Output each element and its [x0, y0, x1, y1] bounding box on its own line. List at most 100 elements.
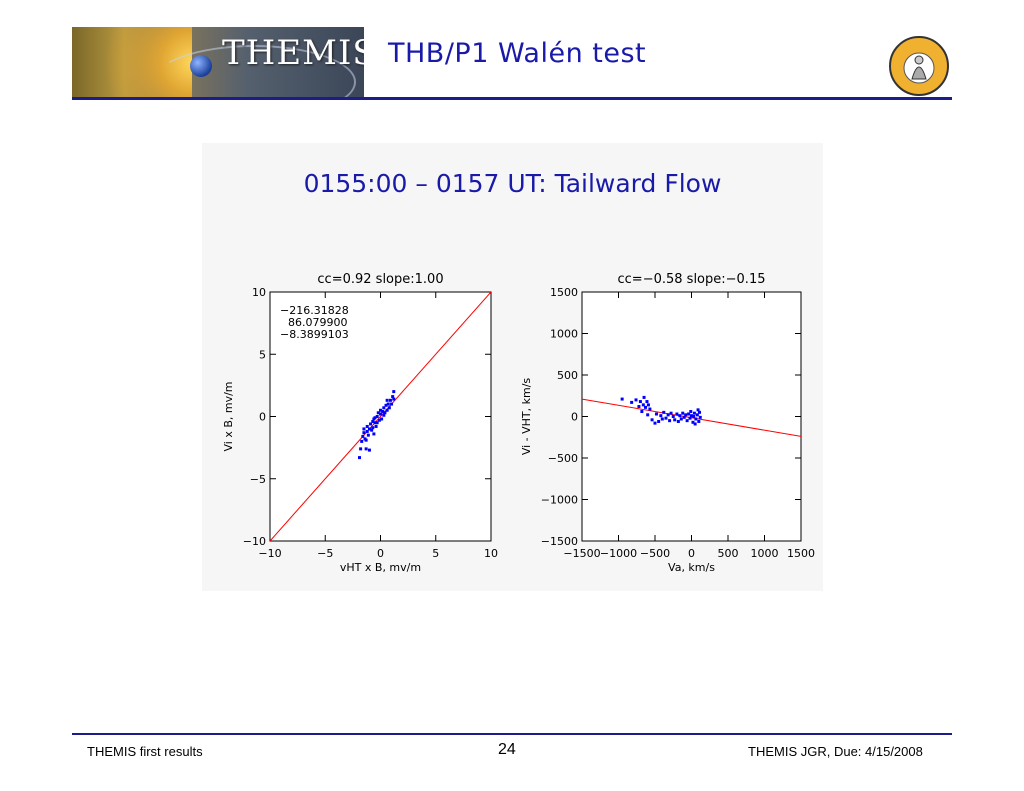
- chart1-fit-line: [270, 292, 491, 541]
- chart2-data-point: [681, 411, 685, 415]
- chart2-data-point: [689, 410, 693, 414]
- chart2-x-axis-label: Va, km/s: [668, 561, 715, 574]
- chart1-data-point: [385, 408, 389, 412]
- chart1-y-axis-label: Vi x B, mv/m: [222, 381, 235, 451]
- chart1-data-point: [387, 406, 391, 410]
- chart1-annotation-line: −216.31828: [280, 304, 349, 317]
- chart1-x-tick-label: −5: [317, 547, 333, 560]
- earth-graphic: [190, 55, 212, 77]
- chart2-data-point: [687, 412, 691, 416]
- chart2-x-tick-label: 0: [688, 547, 695, 560]
- chart2-data-point: [679, 417, 683, 421]
- chart2-x-tick-label: 1000: [751, 547, 779, 560]
- header-rule: [72, 97, 952, 100]
- chart1-x-tick-label: −10: [258, 547, 281, 560]
- chart2-data-point: [620, 397, 624, 401]
- chart2-data-point: [697, 419, 701, 423]
- chart1-data-point: [367, 448, 371, 452]
- chart1-y-tick-label: −5: [250, 473, 266, 486]
- chart2-x-tick-label: −1000: [600, 547, 637, 560]
- chart1-y-tick-label: 0: [259, 411, 266, 424]
- chart2-data-point: [678, 414, 682, 418]
- chart1-data-point: [380, 417, 384, 421]
- chart2-y-tick-label: 1000: [550, 328, 578, 341]
- chart1-data-point: [383, 411, 387, 415]
- chart1-x-tick-label: 0: [377, 547, 384, 560]
- plot-panel: 0155:00 – 0157 UT: Tailward Flow −10 −5 0 5…: [202, 143, 823, 591]
- chart1-data-point: [379, 408, 382, 412]
- chart1-data-point: [391, 395, 395, 399]
- chart2-data-point: [662, 410, 666, 414]
- chart1-data-point: [392, 390, 396, 394]
- chart1-data-point: [379, 412, 382, 416]
- chart2-y-tick-label: 0: [571, 411, 578, 424]
- chart1-data-point: [365, 429, 369, 433]
- chart1-data-point: [385, 398, 389, 402]
- chart1-data-point: [358, 456, 362, 460]
- chart2-data-point: [692, 415, 696, 418]
- chart1-data-point: [364, 438, 368, 442]
- chart2-y-tick-label: −1000: [541, 494, 578, 507]
- footer-left: THEMIS first results: [87, 744, 203, 759]
- chart1-x-axis-label: vHT x B, mv/m: [340, 561, 421, 574]
- banner-brand: THEMIS: [222, 33, 364, 73]
- chart2-data-point: [648, 407, 652, 411]
- chart1-title: cc=0.92 slope:1.00: [317, 272, 443, 287]
- chart1-data-point: [381, 410, 385, 414]
- chart2-data-point: [668, 419, 672, 423]
- chart1-data-point: [360, 439, 364, 443]
- chart2-x-tick-label: −1500: [563, 547, 600, 560]
- chart2-data-point: [657, 419, 661, 423]
- plot-title: 0155:00 – 0157 UT: Tailward Flow: [303, 169, 722, 198]
- chart1-y-tick-label: 5: [259, 348, 266, 361]
- chart2-x-tick-label: 500: [718, 547, 739, 560]
- chart2-data-point: [630, 400, 634, 404]
- chart1-data-point: [382, 413, 386, 417]
- slide-title: THB/P1 Walén test: [388, 38, 647, 69]
- chart2-data-point: [642, 395, 646, 399]
- chart1-data-point: [372, 432, 376, 436]
- chart2-data-point: [654, 412, 658, 416]
- chart2-data-point: [690, 414, 693, 418]
- chart2-data-point: [698, 410, 702, 414]
- footer-rule: [72, 733, 952, 735]
- chart2-data-point: [691, 420, 695, 424]
- chart1-data-point: [362, 431, 366, 435]
- footer-right: THEMIS JGR, Due: 4/15/2008: [748, 744, 923, 759]
- themis-banner: THEMIS: [72, 27, 364, 98]
- page-number: 24: [498, 741, 516, 758]
- chart1-data-point: [372, 417, 376, 421]
- chart2-data-point: [688, 416, 692, 420]
- chart2-data-point: [646, 413, 650, 417]
- chart2-data-point: [673, 418, 677, 422]
- chart2-data-point: [684, 413, 688, 417]
- chart2-data-point: [644, 405, 648, 409]
- chart1-data-point: [362, 427, 366, 431]
- chart1-data-point: [373, 421, 377, 425]
- chart2-data-point: [634, 398, 638, 402]
- chart1-data-point: [371, 419, 375, 423]
- chart2-data-point: [676, 419, 680, 423]
- chart1-annotation-line: −8.3899103: [280, 328, 349, 341]
- chart1-annotation-line: 86.079900: [288, 316, 348, 329]
- chart1-data-point: [365, 424, 369, 428]
- themis-logo-icon: [889, 36, 949, 96]
- chart2-data-point: [695, 413, 699, 417]
- chart2-data-point: [698, 415, 702, 419]
- chart2-data-point: [675, 412, 679, 416]
- chart2-data-point: [645, 400, 649, 404]
- chart2-data-point: [641, 403, 645, 407]
- chart1-data-point: [359, 447, 363, 451]
- chart2-data-point: [638, 400, 642, 404]
- chart1-data-point: [361, 434, 365, 438]
- chart2-data-point: [669, 411, 673, 415]
- chart2-data-point: [671, 415, 675, 418]
- chart1-data-point: [375, 415, 379, 418]
- chart2-data-point: [685, 419, 689, 423]
- chart1-data-point: [390, 402, 394, 406]
- chart2-data-point: [694, 417, 698, 421]
- chart1-data-point: [376, 411, 380, 415]
- chart2-y-tick-label: 1500: [550, 286, 578, 299]
- chart2-data-point: [650, 418, 654, 422]
- chart2-y-tick-label: −1500: [541, 535, 578, 548]
